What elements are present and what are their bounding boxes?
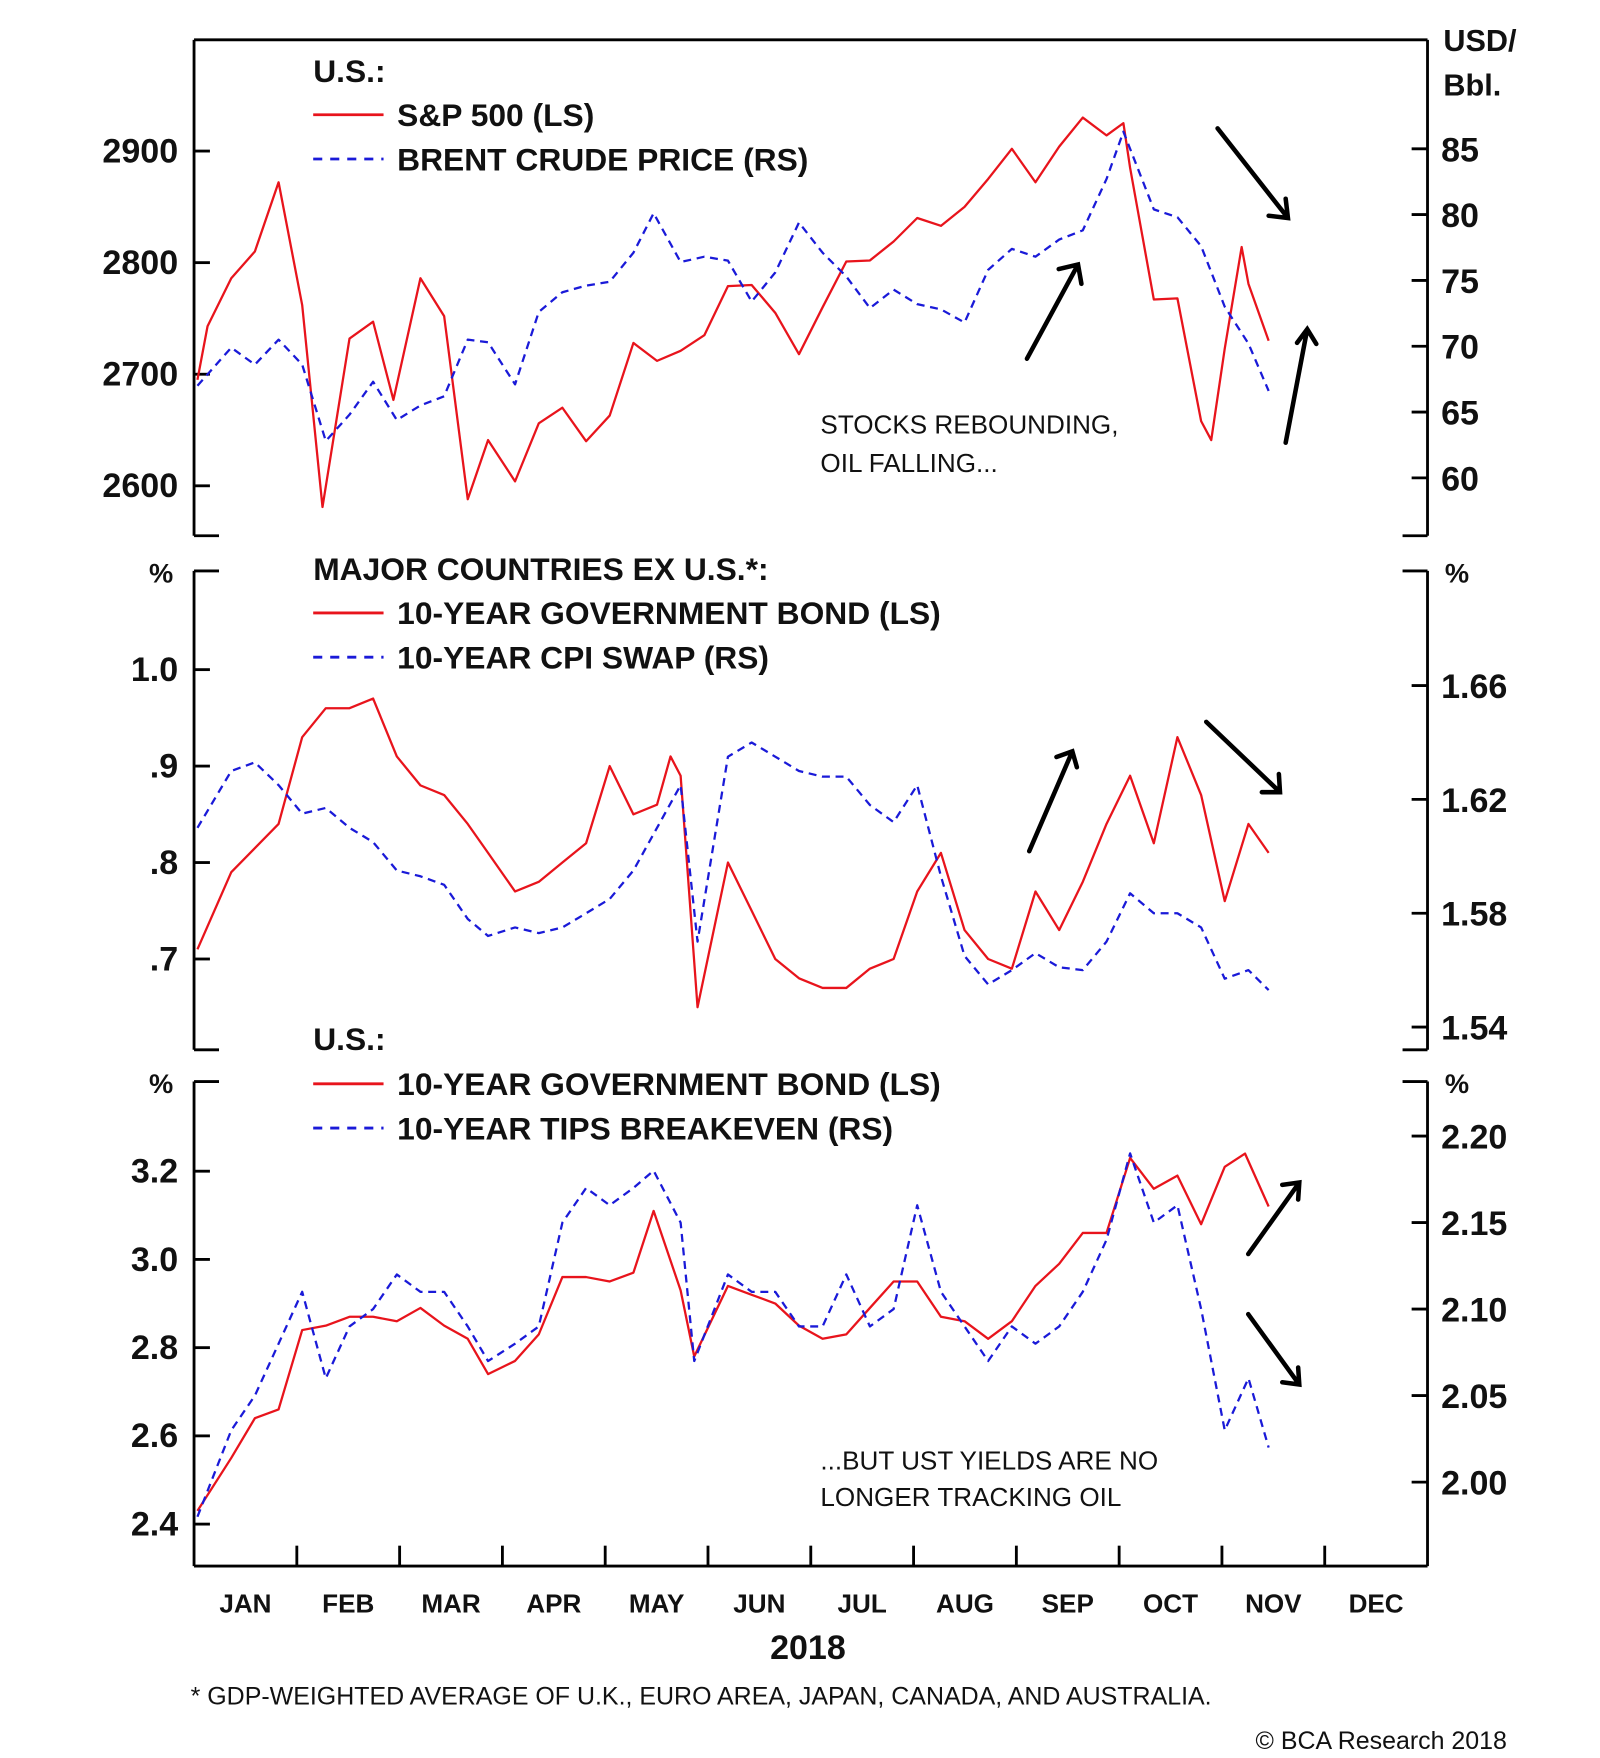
y-right-tick-label: 85: [1441, 131, 1479, 169]
legend-label: S&P 500 (LS): [397, 97, 594, 133]
y-right-tick-label: 75: [1441, 263, 1479, 301]
series-line: [196, 130, 1270, 443]
x-tick-label: JAN: [219, 1589, 271, 1619]
annotation-line: LONGER TRACKING OIL: [820, 1482, 1121, 1512]
x-tick-label: JUL: [838, 1589, 887, 1619]
y-left-tick-label: 2700: [102, 356, 178, 394]
chart-panel: JAN FEB MAR APR MAY JUN JUL AUG SEP OCT NOV DEC% % 2.…: [131, 1021, 1508, 1619]
arrow-up-icon: [1283, 325, 1319, 445]
y-right-tick-label: 80: [1441, 197, 1479, 235]
y-right-tick-label: 1.58: [1441, 896, 1507, 934]
y-left-tick-label: .9: [150, 747, 178, 785]
arrow-down-icon: [1203, 719, 1283, 795]
arrow-up-icon: [1024, 261, 1084, 361]
y-right-tick-label: 2.05: [1441, 1378, 1507, 1416]
x-tick-label: SEP: [1042, 1589, 1094, 1619]
left-axis-unit: %: [149, 1068, 173, 1099]
footnote: * GDP-WEIGHTED AVERAGE OF U.K., EURO ARE…: [191, 1683, 1212, 1711]
y-right-tick-label: 65: [1441, 395, 1479, 433]
y-left-tick-label: 2.4: [131, 1505, 178, 1543]
legend-label: 10-YEAR TIPS BREAKEVEN (RS): [397, 1110, 893, 1146]
left-axis-unit: %: [149, 557, 173, 588]
y-left-tick-label: 1.0: [131, 651, 178, 689]
series-line: [196, 697, 1270, 1009]
legend-label: BRENT CRUDE PRICE (RS): [397, 141, 808, 177]
legend-label: 10-YEAR CPI SWAP (RS): [397, 640, 769, 676]
y-left-tick-label: 2900: [102, 132, 178, 170]
y-right-tick-label: 2.10: [1441, 1292, 1507, 1330]
right-axis-unit: Bbl.: [1443, 68, 1501, 102]
y-right-tick-label: 2.20: [1441, 1119, 1507, 1157]
chart-panel: 2600 2700 2800 2900 60 65 70 75 80 85 U.S.: S&P 500…: [102, 38, 1479, 538]
series-line: [196, 1152, 1270, 1518]
y-right-tick-label: 2.15: [1441, 1205, 1507, 1243]
annotation-line: STOCKS REBOUNDING,: [820, 410, 1118, 440]
y-left-tick-label: 2.6: [131, 1417, 178, 1455]
right-axis-unit: %: [1445, 557, 1469, 588]
y-right-tick-label: 1.62: [1441, 782, 1507, 820]
y-right-tick-label: 60: [1441, 460, 1479, 498]
arrow-down-icon: [1245, 1311, 1302, 1388]
copyright: © BCA Research 2018: [1256, 1727, 1507, 1755]
arrow-up-icon: [1026, 748, 1080, 854]
y-right-tick-label: 70: [1441, 329, 1479, 367]
arrow-up-icon: [1245, 1179, 1302, 1257]
x-tick-label: OCT: [1143, 1589, 1198, 1619]
y-right-tick-label: 1.66: [1441, 668, 1507, 706]
x-tick-label: MAR: [421, 1589, 481, 1619]
y-left-tick-label: .7: [150, 940, 178, 978]
x-axis-title: 2018: [770, 1629, 846, 1667]
legend-label: 10-YEAR GOVERNMENT BOND (LS): [397, 1066, 941, 1102]
panel-title: U.S.:: [313, 1021, 385, 1057]
legend-label: 10-YEAR GOVERNMENT BOND (LS): [397, 595, 941, 631]
y-left-tick-label: .8: [150, 844, 178, 882]
series-line: [196, 116, 1270, 509]
x-tick-label: AUG: [936, 1589, 994, 1619]
y-left-tick-label: 2800: [102, 244, 178, 282]
arrow-down-icon: [1215, 126, 1291, 221]
y-right-tick-label: 2.00: [1441, 1465, 1507, 1503]
x-tick-label: NOV: [1245, 1589, 1302, 1619]
annotation-line: ...BUT UST YIELDS ARE NO: [820, 1446, 1158, 1476]
x-tick-label: DEC: [1349, 1589, 1404, 1619]
panel-title: MAJOR COUNTRIES EX U.S.*:: [313, 551, 768, 587]
annotation-line: OIL FALLING...: [820, 448, 997, 478]
x-tick-label: APR: [526, 1589, 581, 1619]
x-tick-label: JUN: [733, 1589, 785, 1619]
series-line: [196, 741, 1270, 991]
x-tick-label: MAY: [629, 1589, 685, 1619]
y-left-tick-label: 3.0: [131, 1241, 178, 1279]
series-line: [196, 1152, 1270, 1512]
y-left-tick-label: 2600: [102, 467, 178, 505]
x-tick-label: FEB: [322, 1589, 374, 1619]
y-left-tick-label: 2.8: [131, 1329, 178, 1367]
y-left-tick-label: 3.2: [131, 1153, 178, 1191]
y-right-tick-label: 1.54: [1441, 1010, 1507, 1048]
panel-title: U.S.:: [313, 53, 385, 89]
right-axis-unit: %: [1445, 1068, 1469, 1099]
chart-panel: % % .7 .8 .9 1.0 1.54 1.58 1.62 1.66 MAJOR COUNTRI…: [131, 551, 1507, 1052]
right-axis-unit: USD/: [1443, 24, 1517, 58]
